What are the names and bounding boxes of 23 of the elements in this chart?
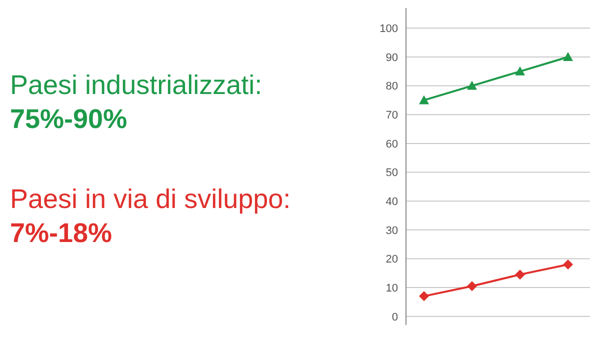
point [515,66,525,76]
y-tick-label: 0 [392,311,398,324]
y-tick-label: 90 [386,52,398,64]
text: Paesi in via di sviluppo: [10,183,292,216]
y-tick-label: 10 [386,282,398,294]
y-tick-label: 30 [386,224,398,237]
y-tick-label: 40 [386,196,398,208]
y-tick-label: 50 [386,167,398,180]
point [467,281,477,292]
y-tick-label: 60 [386,138,398,150]
y-tick-label: 100 [380,23,398,36]
y-tick-label: 20 [386,254,398,266]
point [419,95,429,104]
point [467,80,477,90]
y-tick-label: 80 [386,80,398,93]
point [563,52,573,61]
point [515,270,525,280]
text: 75%-90% [10,103,128,136]
text: Paesi industrializzati: [10,69,264,102]
point [419,291,429,302]
y-tick-label: 70 [386,110,398,122]
point [563,259,573,270]
text: 7%-18% [10,217,114,250]
